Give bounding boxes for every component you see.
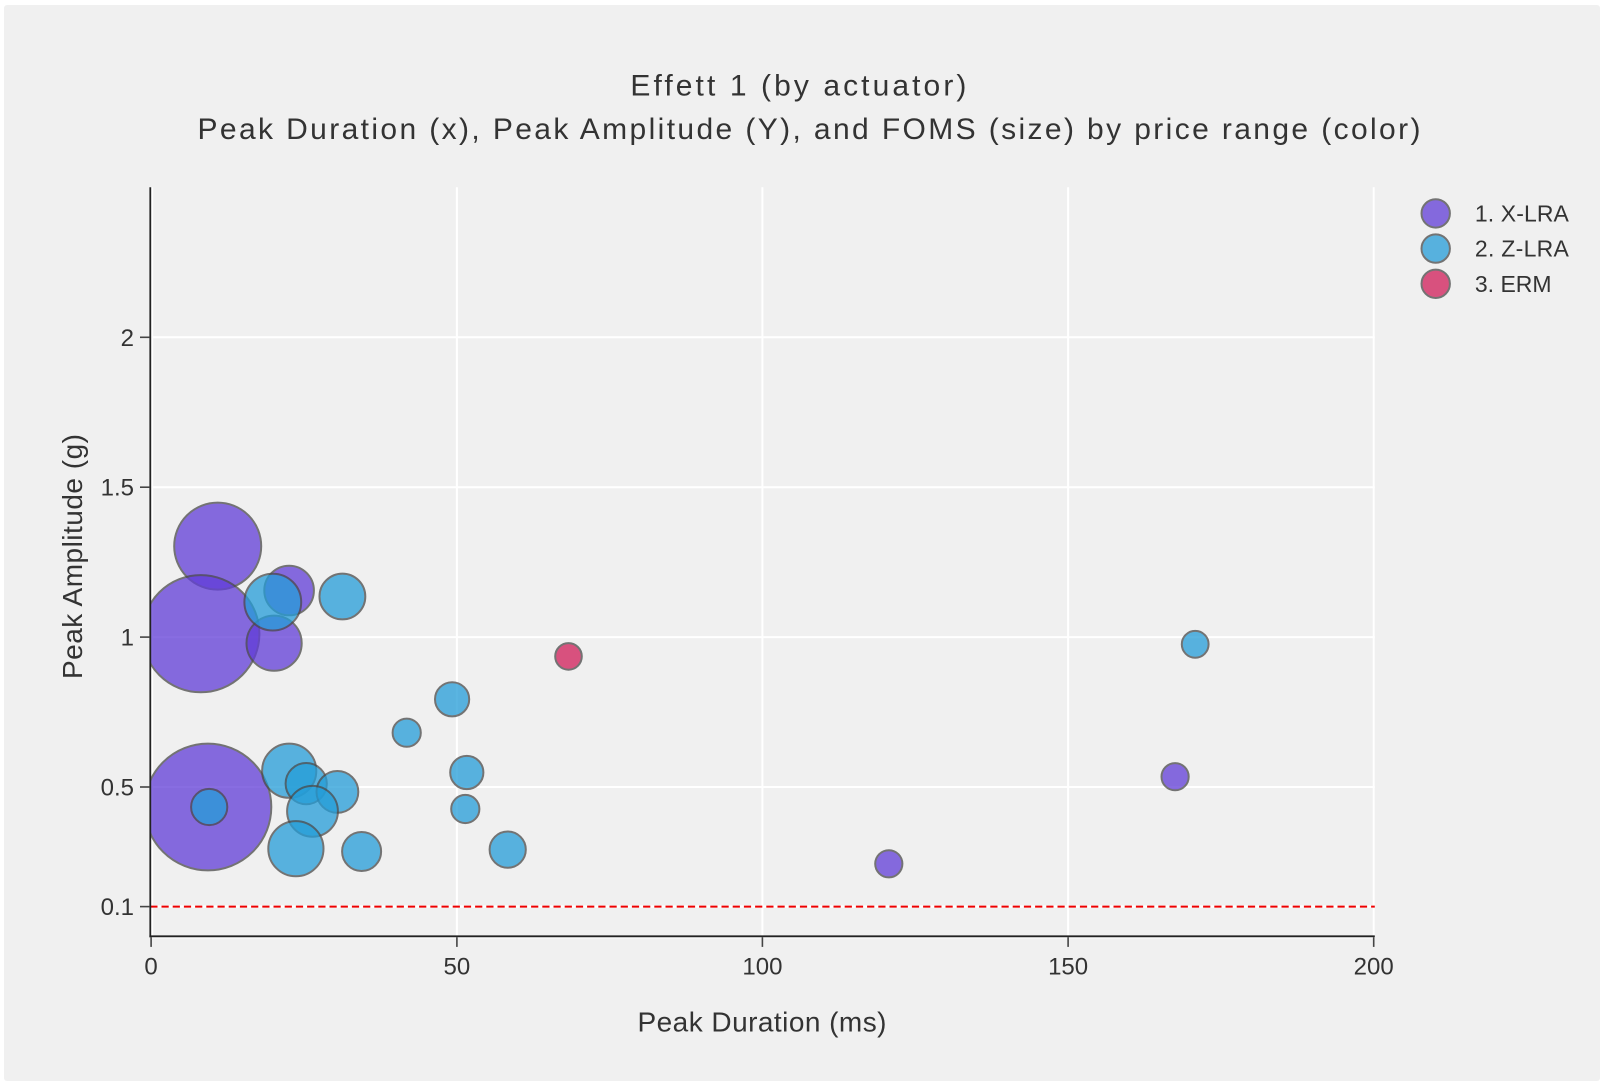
svg-text:1. X-LRA: 1. X-LRA (1475, 200, 1570, 226)
svg-text:2. Z-LRA: 2. Z-LRA (1475, 236, 1570, 262)
svg-text:Effett 1 (by actuator): Effett 1 (by actuator) (630, 70, 966, 103)
svg-text:50: 50 (444, 954, 471, 981)
svg-text:2: 2 (121, 325, 134, 352)
svg-text:0.5: 0.5 (101, 775, 134, 802)
svg-text:100: 100 (742, 954, 782, 981)
svg-text:Peak Duration (ms): Peak Duration (ms) (638, 1007, 887, 1038)
svg-text:1: 1 (121, 625, 134, 652)
svg-text:0: 0 (144, 954, 157, 981)
svg-text:1.5: 1.5 (101, 475, 134, 502)
svg-text:0.1: 0.1 (101, 894, 134, 921)
svg-text:3. ERM: 3. ERM (1475, 271, 1552, 297)
svg-text:200: 200 (1354, 954, 1394, 981)
svg-text:Peak Amplitude (g): Peak Amplitude (g) (57, 434, 88, 679)
svg-text:150: 150 (1048, 954, 1088, 981)
svg-text:Peak Duration (x), Peak Amplit: Peak Duration (x), Peak Amplitude (Y), a… (198, 113, 1421, 146)
